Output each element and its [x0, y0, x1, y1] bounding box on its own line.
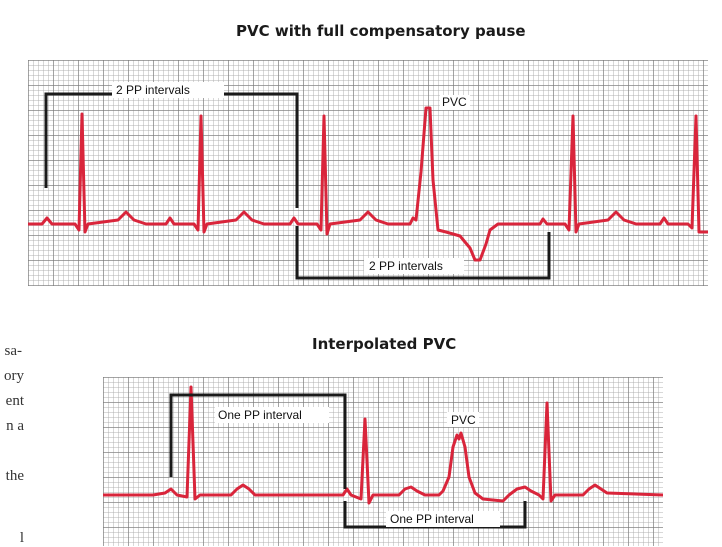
label-bg-bottom-1: [364, 258, 464, 274]
ecg-trace-2: [103, 385, 663, 505]
background-text-line-3: ent: [5, 393, 24, 409]
background-text-line-5: the: [5, 468, 24, 484]
label-2pp-intervals-top: 2 PP intervals: [116, 83, 190, 97]
label-pvc-1: PVC: [442, 95, 467, 109]
label-bg-top-2: [215, 407, 329, 423]
label-bg-pvc-2: [447, 412, 479, 427]
ecg-trace-1: [28, 106, 708, 262]
label-bg-bottom-2: [386, 511, 500, 527]
ecg-strip-interpolated-pvc: One PP interval PVC One PP interval: [103, 377, 663, 546]
diagram-2-title: Interpolated PVC: [312, 335, 457, 353]
background-text-line-4: n a: [6, 418, 24, 434]
label-pvc-2: PVC: [451, 413, 476, 427]
label-one-pp-interval-bottom: One PP interval: [390, 512, 474, 526]
label-bg-top-1: [112, 82, 224, 98]
background-text-line-1: sa-: [4, 343, 23, 359]
label-2pp-intervals-bottom: 2 PP intervals: [369, 259, 443, 273]
label-one-pp-interval-top: One PP interval: [218, 408, 302, 422]
ecg-strip-compensatory-pause: 2 PP intervals PVC 2 PP intervals: [28, 60, 708, 286]
ecg-svg-1: 2 PP intervals PVC 2 PP intervals: [28, 82, 708, 280]
diagram-1-title: PVC with full compensatory pause: [236, 22, 526, 40]
bracket-top-2: [169, 393, 347, 489]
bracket-bottom-1: [295, 226, 551, 280]
background-text-line-6: l: [19, 530, 24, 546]
label-bg-pvc-1: [440, 95, 470, 110]
background-text-line-2: ory: [4, 368, 24, 384]
ecg-svg-2: One PP interval PVC One PP interval: [103, 385, 663, 529]
